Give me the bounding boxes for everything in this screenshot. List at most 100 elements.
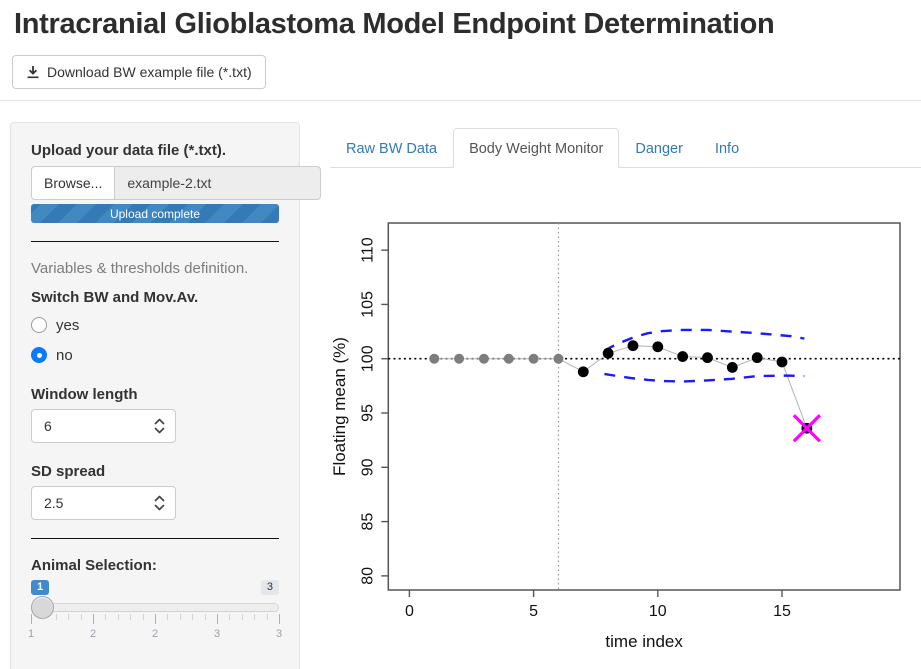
slider-tick [167, 614, 169, 620]
switch-label: Switch BW and Mov.Av. [31, 289, 199, 306]
mean-point [751, 352, 763, 364]
y-tick-label: 85 [359, 513, 376, 531]
slider-grid-label: 3 [275, 628, 283, 640]
slider-tick [43, 614, 45, 620]
mean-point [602, 347, 614, 359]
header-divider [0, 100, 921, 101]
plot-box [387, 222, 901, 591]
slider-grid-label: 2 [89, 628, 97, 640]
slider-tick [130, 614, 132, 620]
baseline-point [528, 353, 539, 364]
slider-tick [117, 614, 119, 620]
y-axis-title: Floating mean (%) [330, 337, 349, 476]
download-example-button[interactable]: Download BW example file (*.txt) [12, 55, 266, 89]
slider-tick [229, 614, 231, 620]
section-note: Variables & thresholds definition. [31, 260, 249, 277]
sd-spread-label: SD spread [31, 463, 106, 480]
sidebar-panel: Upload your data file (*.txt). Browse...… [10, 122, 322, 669]
mean-point [726, 362, 738, 373]
slider-tick [55, 614, 57, 620]
y-tick-label: 80 [359, 567, 376, 585]
slider-tick [68, 614, 70, 620]
slider-tick [93, 614, 94, 624]
slider-track[interactable] [31, 603, 279, 612]
stepper-icon[interactable] [151, 413, 168, 439]
tab-raw-bw-data[interactable]: Raw BW Data [346, 141, 438, 157]
sd-spread-input[interactable] [31, 486, 176, 520]
mean-point [677, 351, 689, 362]
slider-tick [105, 614, 107, 620]
slider-tick [179, 614, 181, 620]
slider-grid: 1 2 2 3 3 [27, 614, 283, 644]
baseline-point [429, 353, 440, 364]
x-tick-label: 0 [405, 603, 414, 620]
baseline-point [478, 353, 489, 364]
download-icon [26, 65, 40, 79]
animal-selection-slider: 1 3 1 2 2 3 3 [27, 580, 283, 646]
slider-tick [155, 614, 156, 624]
slider-tick [142, 614, 144, 620]
y-tick-label: 90 [359, 458, 376, 476]
window-length-wrap [31, 409, 176, 443]
window-length-input[interactable] [31, 409, 176, 443]
baseline-point [503, 353, 514, 364]
bw-monitor-plot: 0 5 10 15 80 85 90 95 100 105 110 time index Floatin… [330, 190, 921, 664]
sd-spread-wrap [31, 486, 176, 520]
animal-selection-label: Animal Selection: [31, 557, 157, 574]
baseline-point [553, 353, 564, 364]
x-tick-label: 10 [649, 603, 667, 620]
y-tick-label: 105 [359, 291, 376, 318]
x-tick-label: 15 [773, 603, 791, 620]
y-tick-label: 110 [359, 237, 376, 263]
mean-point [577, 366, 589, 378]
slider-tick [192, 614, 194, 620]
lower-band-line [604, 372, 805, 383]
radio-no-label: no [56, 346, 73, 364]
upload-label: Upload your data file (*.txt). [31, 142, 227, 159]
mean-point [652, 341, 664, 353]
slider-grid-label: 2 [151, 628, 159, 640]
x-tick-label: 5 [529, 603, 538, 620]
plot-svg: 0 5 10 15 80 85 90 95 100 105 110 time index Floatin… [330, 222, 901, 651]
radio-yes-label: yes [56, 316, 80, 334]
upper-band-line [603, 328, 805, 352]
slider-tick [254, 614, 256, 620]
y-tick-label: 95 [359, 404, 376, 422]
slider-tick [266, 614, 268, 620]
radio-option-yes[interactable]: yes [31, 310, 279, 340]
tab-bar: Raw BW Data Body Weight Monitor Danger I… [330, 128, 921, 168]
stepper-icon[interactable] [151, 490, 168, 516]
slider-tick [204, 614, 206, 620]
endpoint-x-marker [792, 414, 821, 443]
sidebar-divider [31, 538, 279, 539]
slider-handle[interactable] [31, 596, 54, 619]
tab-body-weight-monitor[interactable]: Body Weight Monitor [453, 128, 620, 168]
download-button-label: Download BW example file (*.txt) [47, 64, 252, 80]
mean-point [776, 356, 788, 368]
slider-tick [279, 614, 280, 624]
browse-button[interactable]: Browse... [31, 166, 116, 200]
slider-tick [217, 614, 218, 624]
slider-grid-label: 1 [27, 628, 35, 640]
slider-value-badge: 1 [31, 580, 50, 595]
mean-point [627, 340, 639, 352]
slider-max-badge: 3 [260, 580, 279, 595]
slider-tick [241, 614, 243, 620]
slider-tick [80, 614, 82, 620]
upload-progress-bar: Upload complete [31, 204, 279, 223]
slider-tick [31, 614, 32, 624]
tab-info[interactable]: Info [714, 141, 740, 157]
filename-field[interactable] [115, 166, 322, 200]
y-tick-label: 100 [359, 345, 376, 372]
connector-line [434, 345, 808, 429]
window-length-label: Window length [31, 386, 138, 403]
tab-danger[interactable]: Danger [635, 141, 683, 157]
sidebar-divider [31, 241, 279, 242]
radio-no-dot[interactable] [31, 347, 47, 363]
radio-option-no[interactable]: no [31, 340, 279, 370]
file-input-group: Browse... [31, 166, 322, 200]
x-axis-title: time index [605, 632, 683, 651]
slider-grid-label: 3 [213, 628, 221, 640]
radio-yes-dot[interactable] [31, 317, 47, 333]
